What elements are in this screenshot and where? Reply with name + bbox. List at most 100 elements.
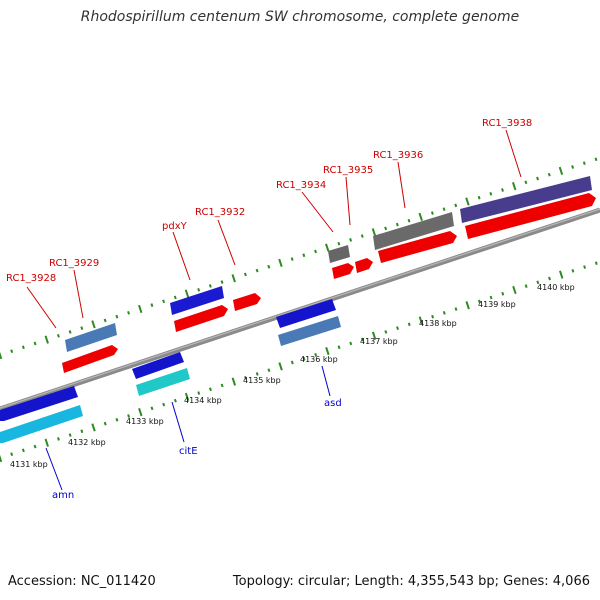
gene-label-rc1-3938[interactable]: RC1_3938 [482,118,532,129]
upper-tick [173,295,177,300]
upper-tick [115,314,119,319]
lower-tick [150,406,154,411]
upper-tick [325,243,330,252]
lower-tick [442,311,446,315]
lower-tick [220,383,224,388]
gene-label-rc1-3928[interactable]: RC1_3928 [6,273,56,284]
gene-feature-asd-steel[interactable] [278,316,341,346]
lower-tick [173,398,177,403]
lower-tick [501,291,505,296]
lower-tick [44,438,49,447]
lower-tick [197,391,201,395]
kbp-label: 4135 kbp [243,376,281,385]
lower-tick [337,345,341,350]
gene-arrow-rc1-3934[interactable] [332,263,354,279]
gene-arrow-rc1-3935[interactable] [355,258,373,273]
gene-label-rc1-3929[interactable]: RC1_3929 [49,258,99,269]
gene-feature-cite-cyan[interactable] [136,368,190,396]
upper-tick [267,264,271,269]
gene-arrow-rc1-3932[interactable] [233,293,261,311]
lower-tick [559,270,564,279]
lower-tick [583,265,587,269]
gene-feature-rc1-3929-upper[interactable] [65,323,117,352]
lower-tick [33,444,37,449]
upper-tick [407,218,411,223]
lower-tick [21,448,25,453]
leader-rc1-3935 [345,176,351,226]
tick-marks [0,157,598,463]
lower-tick [68,433,72,437]
lower-tick [536,280,540,285]
gene-arrow-asd[interactable] [276,299,336,328]
lower-tick [244,375,247,380]
upper-tick [418,212,423,221]
gene-feature-pdxy-upper[interactable] [170,286,224,315]
label-leaders [26,129,522,491]
lower-tick [231,377,237,386]
lower-tick [477,299,481,304]
lower-tick [103,421,107,426]
gene-label-rc1-3932[interactable]: RC1_3932 [195,207,245,218]
gene-label-asd[interactable]: asd [324,398,342,409]
lower-tick [371,331,377,340]
upper-tick [465,197,470,206]
lower-tick [512,285,517,295]
gene-label-rc1-3935[interactable]: RC1_3935 [323,165,373,176]
kbp-label: 4131 kbp [10,460,48,469]
leader-rc1-3936 [397,161,406,209]
kbp-label: 4133 kbp [126,417,164,426]
upper-tick [349,238,353,242]
gene-arrow-pdxy[interactable] [174,305,228,332]
gene-label-rc1-3934[interactable]: RC1_3934 [276,180,326,191]
upper-tick [197,287,201,292]
upper-tick [582,161,586,165]
lower-tick [396,326,399,330]
lower-tick [431,314,435,319]
lower-tick [115,417,119,422]
gene-arrow-cite[interactable] [132,352,184,379]
leader-rc1-3932 [217,219,236,266]
kbp-label: 4137 kbp [360,337,398,346]
lower-tick [361,337,364,342]
lower-tick [454,307,458,311]
upper-tick [21,345,25,350]
gene-feature-rc1-3938-upper[interactable] [460,176,592,223]
gene-label-rc1-3936[interactable]: RC1_3936 [373,150,423,161]
lower-tick [0,454,3,463]
upper-feature-row [65,176,592,352]
upper-tick [442,207,446,212]
gene-feature-rc1-3936-upper[interactable] [373,212,454,250]
upper-tick [162,299,166,304]
gene-label-amn[interactable]: amn [52,490,74,501]
lower-tick [80,429,84,434]
upper-tick [594,157,598,162]
gene-feature-rc1-3934-upper[interactable] [328,245,350,263]
upper-tick [524,180,528,185]
gene-arrow-rc1-3936[interactable] [378,231,457,263]
gene-labels: RC1_3928 RC1_3929 pdxY RC1_3932 RC1_3934… [6,118,532,501]
upper-tick [571,165,575,169]
upper-tick [255,268,259,273]
lower-tick [594,261,598,266]
upper-tick [56,333,60,338]
upper-tick [68,330,72,334]
leader-rc1-3934 [301,191,334,233]
upper-tick [127,310,130,315]
upper-tick [511,182,517,191]
lower-tick [548,276,551,281]
lower-tick [489,295,493,300]
gene-feature-amn-cyan[interactable] [0,405,83,443]
accession-text: Accession: NC_011420 [8,574,156,589]
lower-tick [127,414,131,418]
lower-tick [349,341,353,346]
gene-label-cite[interactable]: citE [179,446,198,457]
lower-tick [325,346,330,356]
gene-arrow-amn[interactable] [0,386,78,421]
genome-title: Rhodospirillum centenum SW chromosome, c… [80,9,520,25]
kbp-label: 4134 kbp [184,396,222,405]
gene-arrow-rc1-3938[interactable] [465,193,596,239]
gene-arrow-rc1-3929[interactable] [62,345,118,373]
kbp-scale-labels: 4131 kbp 4132 kbp 4133 kbp 4134 kbp 4135… [10,283,575,469]
gene-label-pdxy[interactable]: pdxY [162,221,188,232]
upper-tick [0,351,3,360]
